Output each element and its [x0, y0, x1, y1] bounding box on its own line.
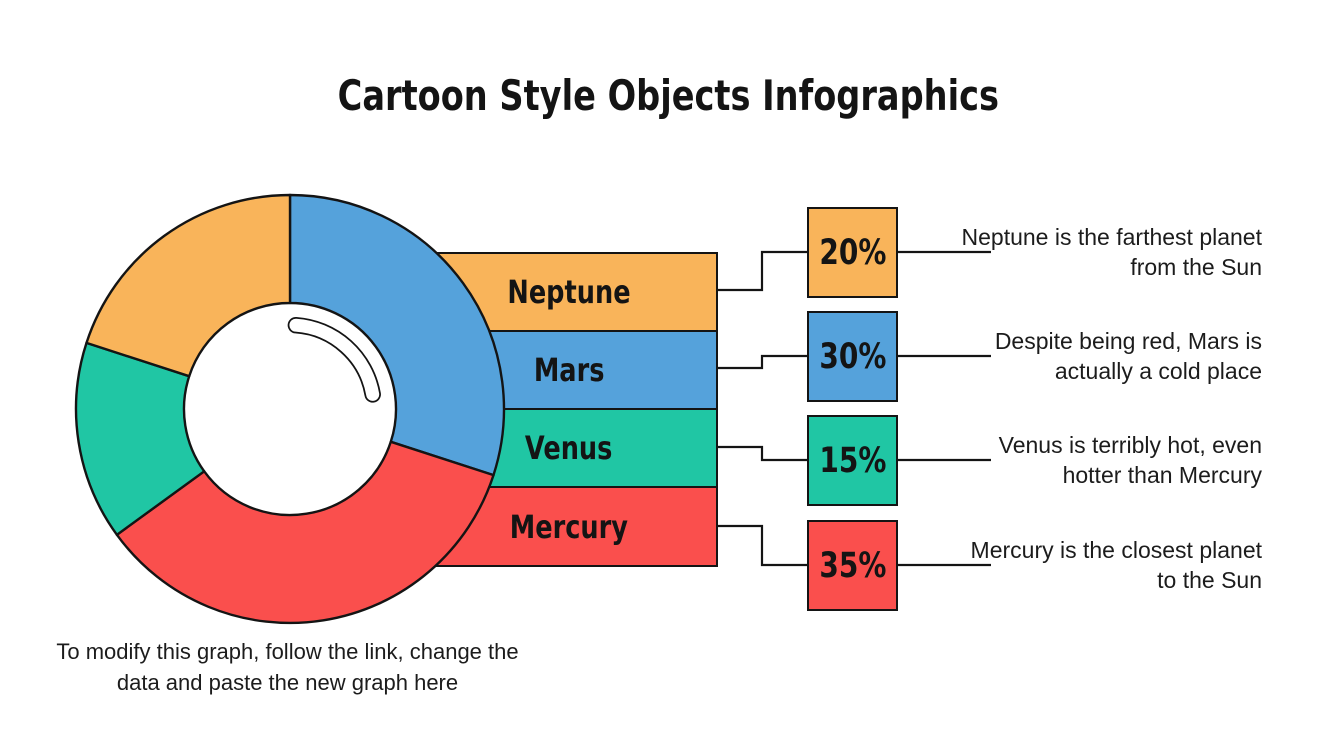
connector-neptune-left [718, 250, 808, 292]
description-mercury: Mercury is the closest planet to the Sun [970, 537, 1262, 593]
connector-venus-left [718, 445, 808, 462]
legend-bar-mercury: Mercury [420, 486, 718, 567]
legend-bar-venus: Venus [420, 408, 718, 488]
page-title-text: Cartoon Style Objects Infographics [337, 71, 999, 120]
edit-note: To modify this graph, follow the link, c… [56, 639, 519, 695]
legend-bar-mars-label: Mars [533, 351, 605, 389]
legend-bar-venus-label: Venus [525, 429, 613, 467]
description-neptune: Neptune is the farthest planet from the … [961, 224, 1262, 280]
percent-value-mercury: 35% [818, 545, 887, 586]
donut-slice-neptune [85, 193, 292, 378]
connector-mars-left [718, 354, 808, 370]
percent-value-neptune: 20% [818, 232, 887, 273]
legend-bar-neptune-label: Neptune [507, 273, 631, 311]
legend-bar-neptune: Neptune [420, 252, 718, 332]
description-venus: Venus is terribly hot, even hotter than … [998, 432, 1262, 488]
percent-value-mars: 30% [818, 336, 887, 377]
donut-shine-icon [287, 316, 381, 403]
percent-box-mars: 30% [807, 311, 898, 402]
legend-bar-mars: Mars [420, 330, 718, 410]
connector-lines [718, 250, 991, 567]
percent-box-venus: 15% [807, 415, 898, 506]
percent-box-mercury: 35% [807, 520, 898, 611]
page-title: Cartoon Style Objects Infographics [0, 72, 1336, 120]
legend-bar-mercury-label: Mercury [509, 507, 629, 546]
donut-slice-venus [74, 341, 206, 536]
percent-value-venus: 15% [818, 440, 887, 481]
connector-mercury-left [718, 524, 808, 567]
percent-box-neptune: 20% [807, 207, 898, 298]
description-mars: Despite being red, Mars is actually a co… [994, 328, 1262, 384]
